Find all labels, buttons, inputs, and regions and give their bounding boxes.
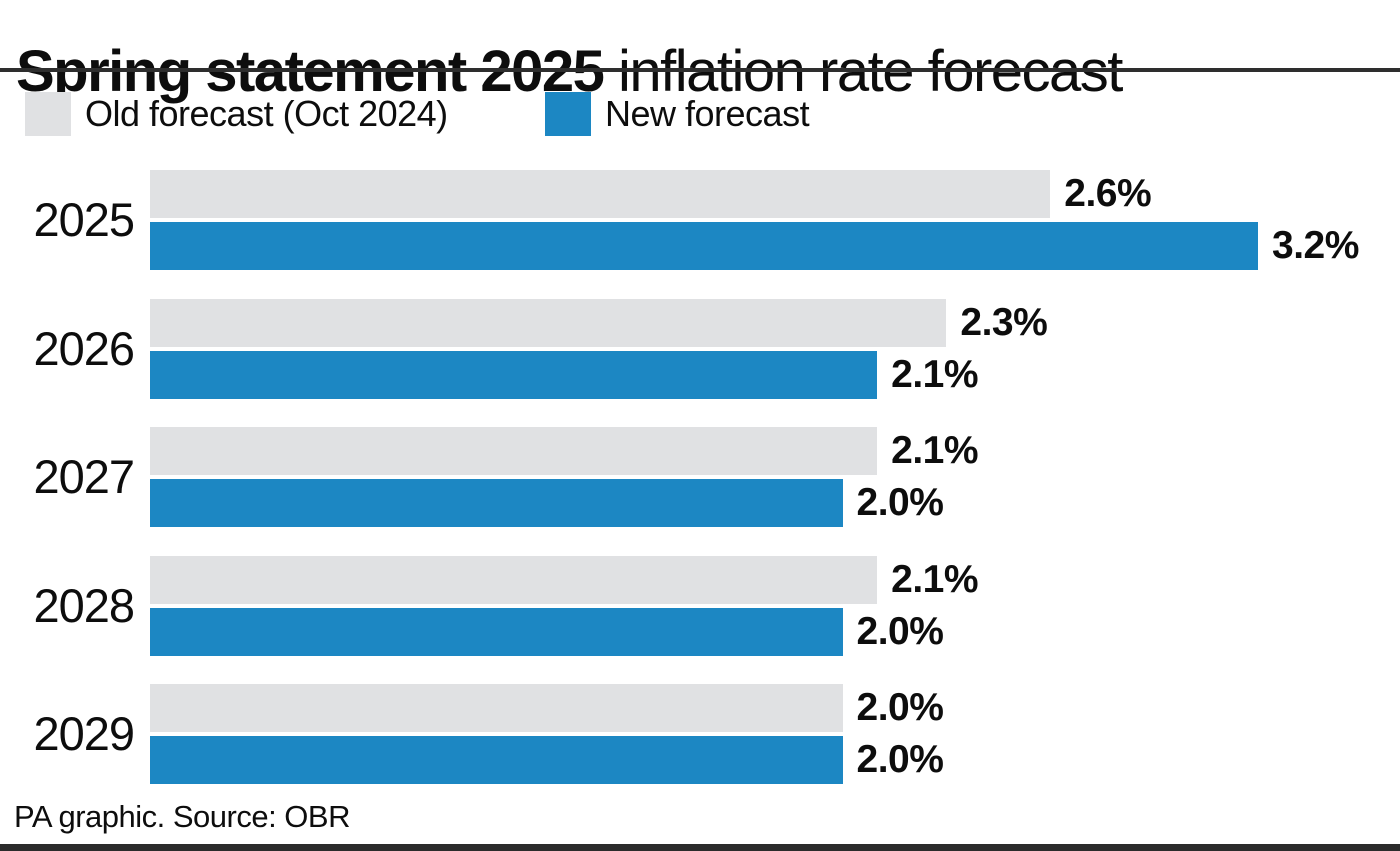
new-forecast-bar-2029 <box>150 736 843 784</box>
new-forecast-row-2028: 2.0% <box>0 607 1400 656</box>
new-forecast-value-2025: 3.2% <box>1272 224 1359 267</box>
new-forecast-bar-2025 <box>150 222 1259 270</box>
old-forecast-bar-2025 <box>150 170 1051 218</box>
old-forecast-value-2028: 2.1% <box>891 557 979 601</box>
new-forecast-value-2027: 2.0% <box>856 481 944 524</box>
bar-group-2026: 2026 2.3% 2.1% <box>0 298 1400 399</box>
new-forecast-value-2029: 2.0% <box>856 738 944 781</box>
new-forecast-bar-2026 <box>150 350 878 399</box>
old-forecast-bar-2026 <box>150 298 947 347</box>
year-label-2025: 2025 <box>33 193 135 246</box>
new-forecast-bar-2028 <box>150 607 843 656</box>
bar-group-2029: 2029 2.0% 2.0% <box>0 684 1400 784</box>
year-label-2029: 2029 <box>33 707 135 760</box>
old-forecast-row-2028: 2.1% <box>0 555 1400 604</box>
new-forecast-row-2029: 2.0% <box>0 736 1400 784</box>
year-label-2026: 2026 <box>33 321 135 375</box>
old-forecast-row-2027: 2.1% <box>0 427 1400 475</box>
old-forecast-swatch <box>25 92 71 136</box>
year-label-2027: 2027 <box>33 450 135 503</box>
old-forecast-bar-2027 <box>150 427 878 475</box>
source-credit: PA graphic. Source: OBR <box>14 799 350 834</box>
bar-group-2027: 2027 2.1% 2.0% <box>0 427 1400 527</box>
chart-legend: Old forecast (Oct 2024) New forecast <box>0 92 1400 136</box>
bar-group-2028: 2028 2.1% 2.0% <box>0 555 1400 656</box>
new-forecast-row-2027: 2.0% <box>0 479 1400 527</box>
year-label-2028: 2028 <box>33 578 135 632</box>
old-forecast-bar-2029 <box>150 684 843 732</box>
old-forecast-row-2025: 2.6% <box>0 170 1400 218</box>
new-forecast-row-2025: 3.2% <box>0 222 1400 270</box>
legend-item-new-forecast: New forecast <box>545 92 810 136</box>
new-forecast-swatch <box>545 92 591 136</box>
legend-label-new-forecast: New forecast <box>605 93 810 134</box>
old-forecast-value-2029: 2.0% <box>856 686 944 729</box>
bar-chart: 2025 2.6% 3.2% 2026 2.3% 2.1% 2027 2.1% 2.0% 2028… <box>0 170 1400 813</box>
new-forecast-value-2026: 2.1% <box>891 352 979 396</box>
old-forecast-value-2027: 2.1% <box>891 429 979 472</box>
new-forecast-bar-2027 <box>150 479 843 527</box>
legend-item-old-forecast: Old forecast (Oct 2024) <box>25 92 448 136</box>
title-divider <box>0 68 1400 72</box>
old-forecast-row-2026: 2.3% <box>0 298 1400 347</box>
old-forecast-value-2026: 2.3% <box>960 300 1048 344</box>
legend-label-old-forecast: Old forecast (Oct 2024) <box>85 93 448 134</box>
new-forecast-value-2028: 2.0% <box>856 609 944 653</box>
bar-group-2025: 2025 2.6% 3.2% <box>0 170 1400 270</box>
old-forecast-bar-2028 <box>150 555 878 604</box>
old-forecast-row-2029: 2.0% <box>0 684 1400 732</box>
bottom-divider <box>0 844 1400 851</box>
old-forecast-value-2025: 2.6% <box>1064 172 1152 215</box>
new-forecast-row-2026: 2.1% <box>0 350 1400 399</box>
